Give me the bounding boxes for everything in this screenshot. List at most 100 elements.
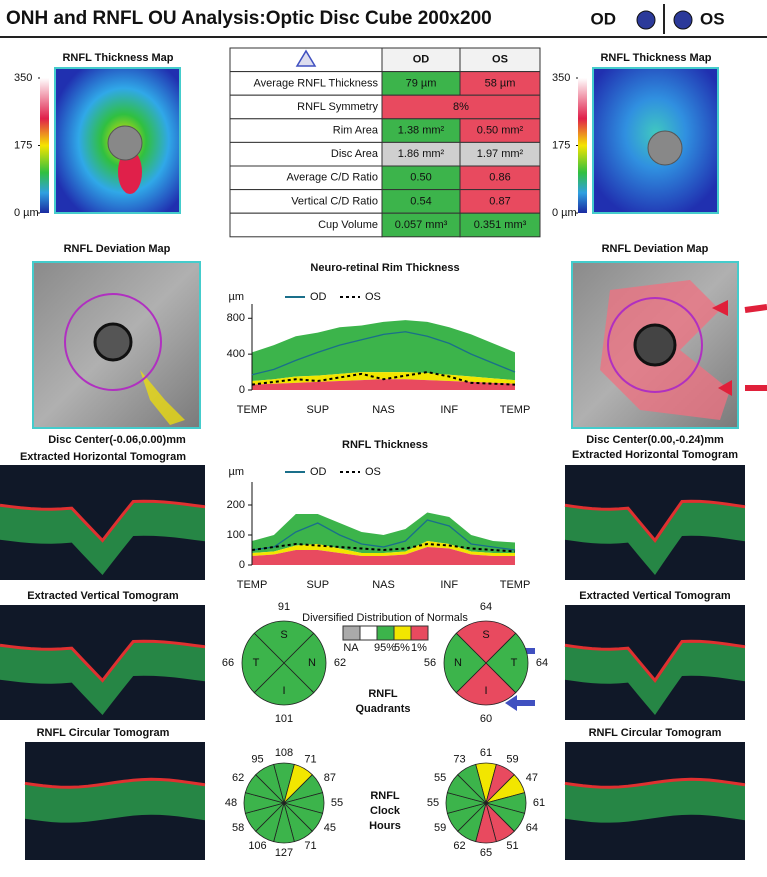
quadrant-letter: T xyxy=(511,657,518,669)
tomo-title: RNFL Circular Tomogram xyxy=(589,727,722,739)
value: 1.86 mm² xyxy=(398,148,445,160)
scale-label: 175 xyxy=(14,139,32,151)
quadrant-value: 56 xyxy=(424,657,436,669)
sector xyxy=(283,632,327,694)
quadrant-letter: I xyxy=(282,685,285,697)
optic-disc xyxy=(107,125,143,161)
clock-value: 47 xyxy=(526,772,538,784)
legend-title: Diversified Distribution of Normals xyxy=(302,612,468,624)
os-label: OS xyxy=(700,9,725,28)
clock-value: 55 xyxy=(427,797,439,809)
norm-band xyxy=(252,547,515,565)
value: 79 µm xyxy=(406,77,437,89)
os-icon xyxy=(673,10,693,30)
clock-value: 64 xyxy=(526,822,538,834)
dev-title: RNFL Deviation Map xyxy=(602,243,709,255)
series-line xyxy=(251,371,516,386)
retina-layer xyxy=(565,501,745,575)
od-icon xyxy=(636,10,656,30)
scan-circle xyxy=(607,297,703,393)
rnfl-layer xyxy=(0,639,206,683)
row-label: RNFL Symmetry xyxy=(297,101,378,113)
scale-label: 0 µm xyxy=(552,207,577,219)
value-cell xyxy=(459,212,541,238)
x-tick-label: SUP xyxy=(306,579,329,591)
color-bar xyxy=(40,78,49,213)
clock-value: 73 xyxy=(453,754,465,766)
legend-label: OS xyxy=(365,466,381,478)
quadrant-value: 66 xyxy=(222,657,234,669)
table-header: OS xyxy=(492,54,508,66)
quadrant-letter: S xyxy=(280,629,287,641)
clock-value: 48 xyxy=(225,797,237,809)
legend-label: OD xyxy=(310,466,327,478)
row-label: Average C/D Ratio xyxy=(286,172,378,184)
value: 0.54 xyxy=(410,195,431,207)
y-unit: µm xyxy=(228,466,244,478)
sector xyxy=(485,632,529,694)
sector xyxy=(457,763,487,805)
clock-value: 62 xyxy=(232,772,244,784)
disc-outline xyxy=(633,323,677,367)
quadrant-letter: I xyxy=(484,685,487,697)
clock-value: 55 xyxy=(434,772,446,784)
legend-label: OD xyxy=(310,291,327,303)
quadrant-letter: N xyxy=(308,657,316,669)
retina-layer xyxy=(0,641,205,715)
clock-value: 108 xyxy=(275,747,293,759)
x-tick-label: NAS xyxy=(372,579,395,591)
value: 0.87 xyxy=(489,195,510,207)
rnfl-layer xyxy=(564,777,746,789)
warning-icon xyxy=(295,49,317,67)
sector xyxy=(255,763,285,805)
y-tick-label: 100 xyxy=(227,529,245,541)
tomo-title: Extracted Vertical Tomogram xyxy=(579,590,731,602)
sector xyxy=(253,620,315,664)
quadrant-letter: T xyxy=(253,657,260,669)
tomo-title: Extracted Horizontal Tomogram xyxy=(572,449,738,461)
arrow-head xyxy=(712,300,732,396)
page-title: ONH and RNFL OU Analysis:Optic Disc Cube… xyxy=(6,8,492,29)
quadrant-letter: S xyxy=(482,629,489,641)
retina-layer xyxy=(565,641,745,715)
retina-layer xyxy=(0,501,205,575)
quadrant-value: 91 xyxy=(278,601,290,613)
disc-center: Disc Center(-0.06,0.00)mm xyxy=(48,434,186,446)
sector xyxy=(241,632,285,694)
sector xyxy=(455,662,517,706)
disc-center: Disc Center(0.00,-0.24)mm xyxy=(586,434,724,446)
legend-swatch xyxy=(342,625,361,641)
clock-title: RNFL xyxy=(370,790,400,802)
scale-label: 350 xyxy=(14,72,32,84)
quadrant-value: 60 xyxy=(480,713,492,725)
quadrant-letter: N xyxy=(454,657,462,669)
sector xyxy=(443,632,487,694)
optic-disc xyxy=(647,130,683,166)
clock-value: 127 xyxy=(275,847,293,859)
value: 8% xyxy=(453,101,469,113)
table-header: OD xyxy=(413,54,430,66)
quadrant-value: 64 xyxy=(536,657,548,669)
x-tick-label: TEMP xyxy=(500,404,531,416)
y-unit: µm xyxy=(228,291,244,303)
quadrant-title: Quadrants xyxy=(355,703,410,715)
clock-title: Hours xyxy=(369,820,401,832)
clock-value: 106 xyxy=(248,840,266,852)
y-tick-label: 200 xyxy=(227,499,245,511)
legend-swatch xyxy=(410,625,429,641)
clock-value: 51 xyxy=(506,840,518,852)
deviation-patch xyxy=(140,370,185,425)
layout xyxy=(0,4,767,711)
clock-value: 87 xyxy=(324,772,336,784)
y-tick-label: 400 xyxy=(227,348,245,360)
scale-label: 0 µm xyxy=(14,207,39,219)
retina-layer xyxy=(565,779,745,823)
map-hotspot xyxy=(118,150,142,194)
row-label: Rim Area xyxy=(333,125,379,137)
disc-outline xyxy=(93,322,133,362)
clock-title: Clock xyxy=(370,805,401,817)
legend-swatch xyxy=(359,625,378,641)
scale-label: 175 xyxy=(552,139,570,151)
value: 58 µm xyxy=(485,77,516,89)
color-bar xyxy=(578,78,587,213)
